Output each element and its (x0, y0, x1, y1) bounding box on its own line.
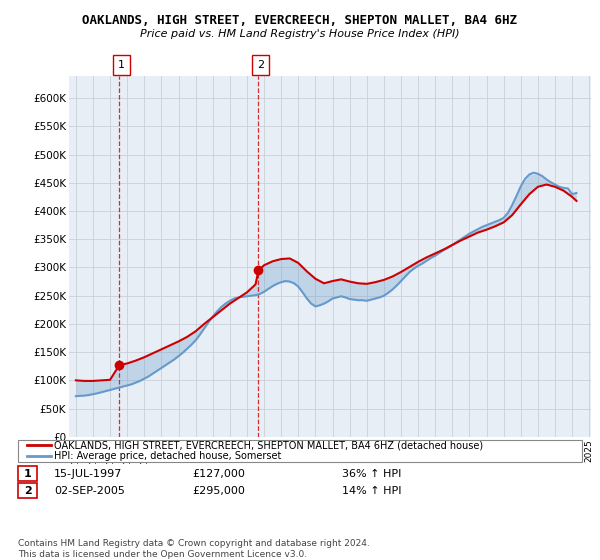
Text: 36% ↑ HPI: 36% ↑ HPI (342, 469, 401, 479)
FancyBboxPatch shape (113, 55, 130, 75)
Text: HPI: Average price, detached house, Somerset: HPI: Average price, detached house, Some… (54, 451, 281, 461)
Text: 2: 2 (24, 486, 31, 496)
Text: 1: 1 (118, 60, 125, 70)
Text: £295,000: £295,000 (192, 486, 245, 496)
Text: OAKLANDS, HIGH STREET, EVERCREECH, SHEPTON MALLET, BA4 6HZ: OAKLANDS, HIGH STREET, EVERCREECH, SHEPT… (83, 14, 517, 27)
Text: 14% ↑ HPI: 14% ↑ HPI (342, 486, 401, 496)
Text: 02-SEP-2005: 02-SEP-2005 (54, 486, 125, 496)
FancyBboxPatch shape (251, 55, 269, 75)
Text: 2: 2 (257, 60, 264, 70)
Text: 1: 1 (24, 469, 31, 479)
Text: Price paid vs. HM Land Registry's House Price Index (HPI): Price paid vs. HM Land Registry's House … (140, 29, 460, 39)
Text: 15-JUL-1997: 15-JUL-1997 (54, 469, 122, 479)
Text: OAKLANDS, HIGH STREET, EVERCREECH, SHEPTON MALLET, BA4 6HZ (detached house): OAKLANDS, HIGH STREET, EVERCREECH, SHEPT… (54, 440, 483, 450)
Text: £127,000: £127,000 (192, 469, 245, 479)
Text: Contains HM Land Registry data © Crown copyright and database right 2024.
This d: Contains HM Land Registry data © Crown c… (18, 539, 370, 559)
